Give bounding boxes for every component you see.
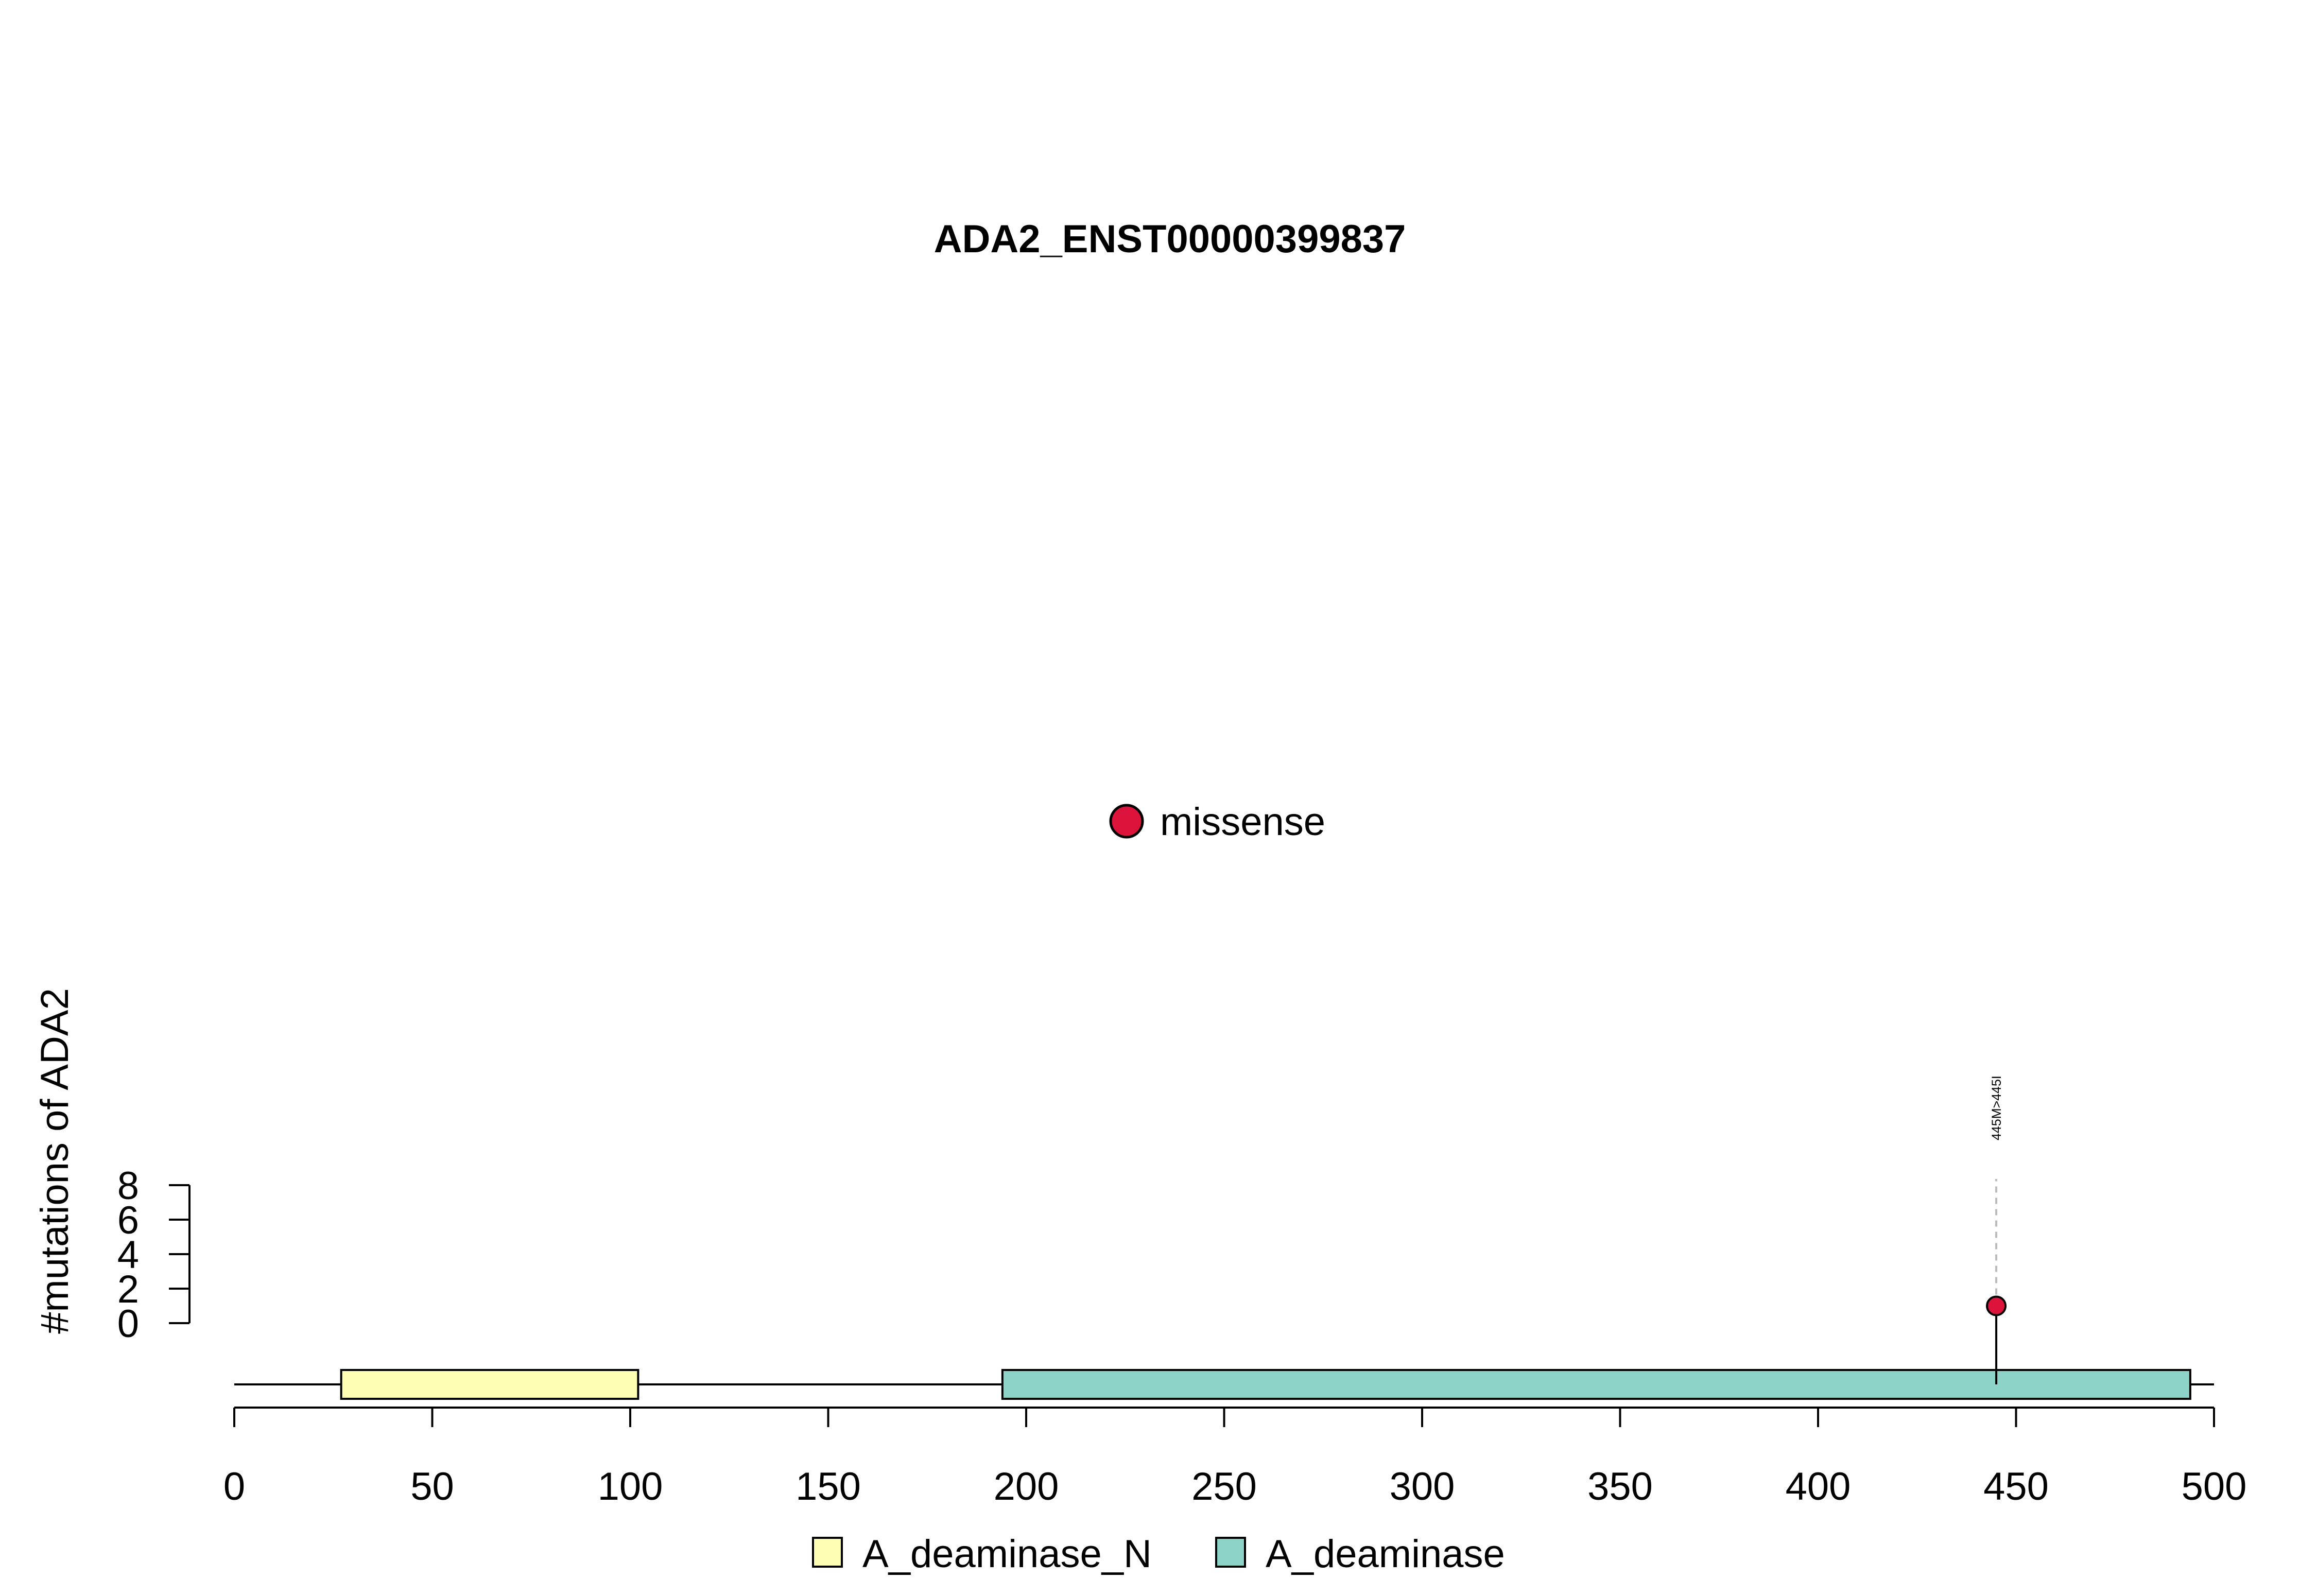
y-tick-label: 4: [117, 1233, 139, 1277]
x-tick-label: 50: [410, 1465, 454, 1508]
x-tick-label: 350: [1587, 1465, 1653, 1508]
x-tick-label: 150: [796, 1465, 861, 1508]
mutation-point: [1986, 1295, 2007, 1316]
legend-label-A_deaminase: A_deaminase: [1266, 1532, 1505, 1576]
legend-swatch-A_deaminase_N: [812, 1537, 843, 1568]
x-tick-label: 500: [2182, 1465, 2247, 1508]
y-axis-label: #mutations of ADA2: [33, 988, 77, 1334]
legend-label-A_deaminase_N: A_deaminase_N: [862, 1532, 1152, 1576]
x-axis: 0 50 100 150 200 250 300 350 400 450 500: [223, 1407, 2247, 1508]
mutation-legend: missense: [1109, 800, 1325, 844]
y-tick-label: 6: [117, 1199, 139, 1242]
x-tick-label: 300: [1390, 1465, 1455, 1508]
domain-A_deaminase: [1001, 1369, 2191, 1400]
y-tick-label: 2: [117, 1268, 139, 1311]
domain-A_deaminase_N: [340, 1369, 639, 1400]
protein-track: [234, 1369, 2214, 1400]
mutations: 445M>445I: [1986, 1075, 2007, 1384]
legend-marker-missense: [1109, 804, 1144, 839]
x-tick-label: 200: [994, 1465, 1059, 1508]
x-tick-label: 0: [223, 1465, 245, 1508]
x-tick-label: 400: [1786, 1465, 1851, 1508]
domain-legend: A_deaminase_N A_deaminase: [812, 1532, 1505, 1576]
y-tick-label: 0: [117, 1302, 139, 1346]
x-tick-label: 100: [598, 1465, 663, 1508]
legend-swatch-A_deaminase: [1215, 1537, 1246, 1568]
x-tick-label: 250: [1191, 1465, 1257, 1508]
mutation-label: 445M>445I: [1990, 1075, 2004, 1140]
y-tick-label: 8: [117, 1164, 139, 1208]
x-tick-label: 450: [1983, 1465, 2049, 1508]
chart-title: ADA2_ENST00000399837: [934, 217, 1406, 261]
legend-label-missense: missense: [1160, 800, 1325, 844]
